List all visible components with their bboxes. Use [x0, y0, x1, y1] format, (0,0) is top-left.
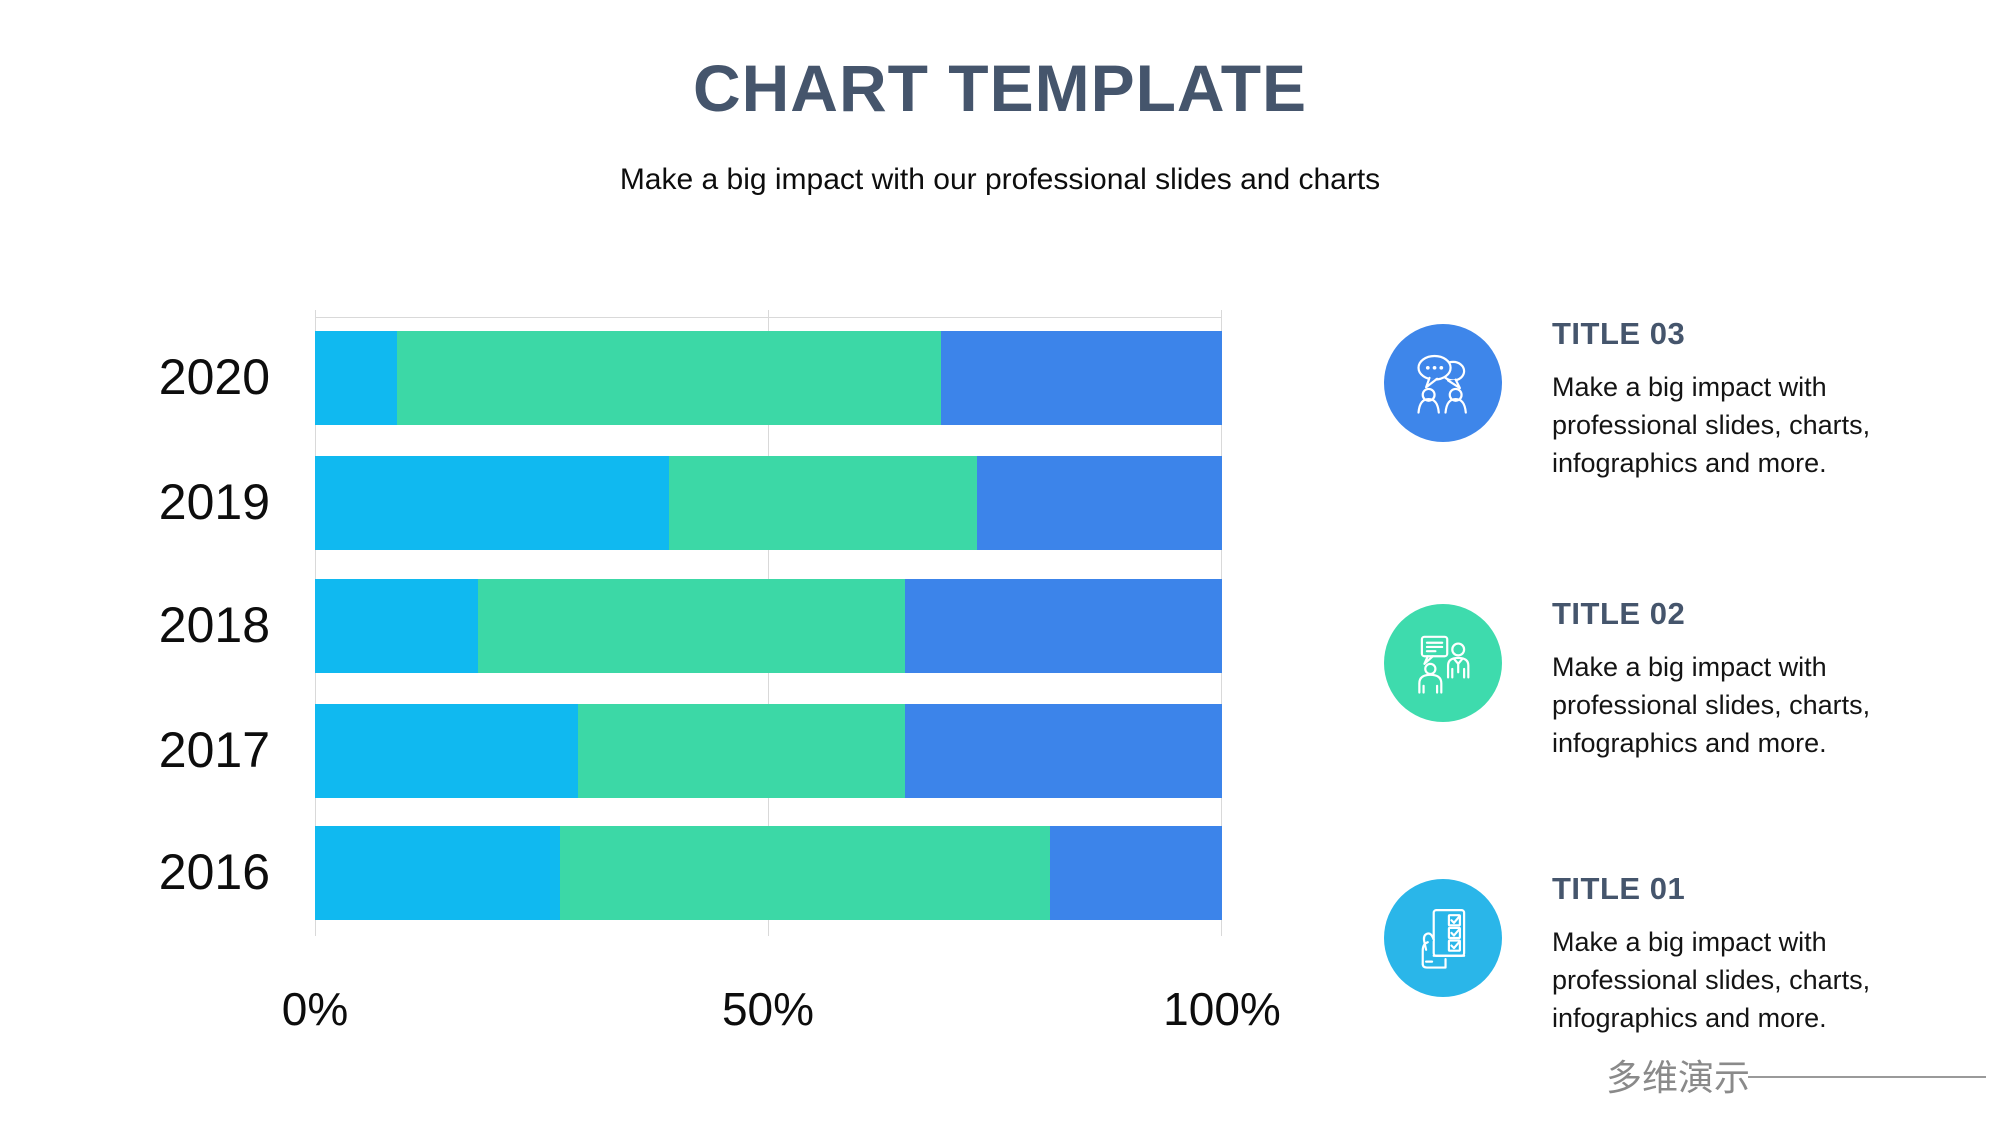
bar-segment-2017-segment-3: [904, 704, 1222, 798]
panel-item-title-02: TITLE 02: [1552, 596, 1686, 631]
bar-row-2018: [315, 579, 1222, 673]
panel-item-title-03: TITLE 03: [1552, 316, 1686, 351]
bar-segment-2016-segment-3: [1049, 826, 1222, 920]
bar-segment-2017-segment-2: [578, 704, 905, 798]
bar-row-2016: [315, 826, 1222, 920]
bar-segment-2016-segment-2: [559, 826, 1050, 920]
y-axis-label-2018: 2018: [158, 597, 270, 653]
chat-people-icon: [1384, 324, 1502, 442]
x-tick-100: 100%: [1163, 983, 1281, 1035]
x-tick-50: 50%: [721, 983, 815, 1035]
panel-item-body-01: Make a big impact with professional slid…: [1552, 927, 1871, 1033]
bar-segment-2019-segment-3: [977, 456, 1222, 550]
bar-segment-2020-segment-2: [396, 331, 941, 425]
x-tick-0: 0%: [281, 983, 349, 1035]
y-axis-label-2019: 2019: [158, 474, 270, 530]
bar-row-2019: [315, 456, 1222, 550]
bar-segment-2020-segment-3: [940, 331, 1222, 425]
checklist-hand-icon: [1384, 879, 1502, 997]
y-axis-label-2016: 2016: [158, 844, 270, 900]
stacked-bar-chart: [315, 310, 1222, 936]
panel-item-body-02: Make a big impact with professional slid…: [1552, 652, 1871, 758]
bar-segment-2017-segment-1: [315, 704, 579, 798]
page-subtitle: Make a big impact with our professional …: [619, 163, 1381, 196]
bar-row-2020: [315, 331, 1222, 425]
panel-item-body-03: Make a big impact with professional slid…: [1552, 372, 1871, 478]
bar-segment-2018-segment-3: [904, 579, 1222, 673]
bar-row-2017: [315, 704, 1222, 798]
bar-segment-2016-segment-1: [315, 826, 560, 920]
presenter-discussion-icon: [1384, 604, 1502, 722]
y-axis-label-2020: 2020: [158, 349, 270, 405]
bar-segment-2018-segment-1: [315, 579, 479, 673]
bar-segment-2018-segment-2: [478, 579, 905, 673]
y-axis-label-2017: 2017: [158, 722, 270, 778]
bar-segment-2019-segment-1: [315, 456, 669, 550]
bar-segment-2019-segment-2: [668, 456, 978, 550]
footer-divider-line: [1748, 1076, 1986, 1078]
bar-segment-2020-segment-1: [315, 331, 397, 425]
panel-item-title-01: TITLE 01: [1552, 871, 1686, 906]
watermark-text: 多维演示: [1606, 1057, 1751, 1098]
page-title: CHART TEMPLATE: [692, 51, 1308, 125]
